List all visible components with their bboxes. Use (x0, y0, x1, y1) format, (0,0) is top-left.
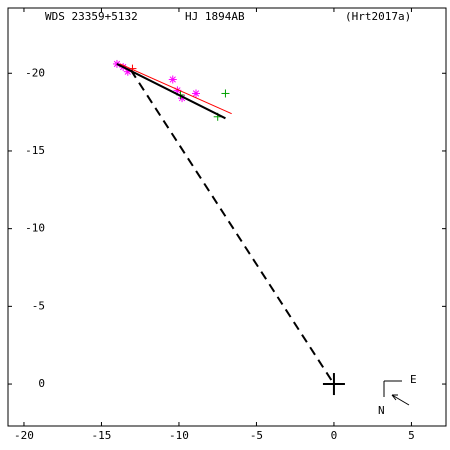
chart-title: WDS 23359+5132 (45, 10, 138, 23)
motion-arrow (391, 394, 410, 406)
x-tick-label: 0 (331, 429, 338, 442)
y-tick-label: 0 (38, 377, 45, 390)
marker-stroke (169, 76, 176, 83)
compass-label: N (378, 404, 385, 417)
x-tick-label: -5 (250, 429, 263, 442)
orbit-line (116, 63, 226, 120)
compass-label: E (410, 373, 417, 386)
compass (383, 380, 410, 406)
x-tick-label: -10 (169, 429, 189, 442)
data-point (322, 373, 345, 396)
x-tick-label: -15 (92, 429, 112, 442)
marker-stroke (192, 90, 200, 97)
marker-stroke (113, 60, 121, 68)
orbit-line (130, 69, 335, 385)
y-tick-label: -15 (25, 144, 45, 157)
y-tick-label: -10 (25, 222, 45, 235)
chart-subtitle: HJ 1894AB (185, 10, 245, 23)
x-tick-label: 5 (408, 429, 415, 442)
data-point (168, 75, 177, 84)
y-tick-label: -5 (32, 299, 45, 312)
reference: (Hrt2017a) (345, 10, 411, 23)
marker-stroke (178, 94, 186, 102)
plot-frame (7, 7, 447, 427)
motion-arrow-head (391, 394, 397, 401)
data-point (221, 89, 230, 98)
y-tick-label: -20 (25, 66, 45, 79)
x-tick-label: -20 (14, 429, 34, 442)
orbit-line (119, 63, 232, 115)
data-point (192, 89, 201, 98)
